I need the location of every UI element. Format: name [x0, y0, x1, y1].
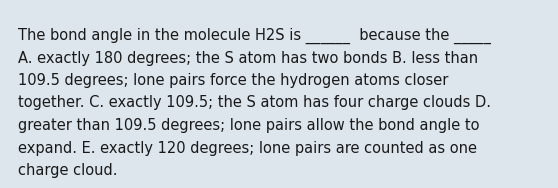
Text: charge cloud.: charge cloud.	[18, 163, 118, 178]
Text: 109.5 degrees; lone pairs force the hydrogen atoms closer: 109.5 degrees; lone pairs force the hydr…	[18, 73, 449, 88]
Text: The bond angle in the molecule H2S is ______  because the _____: The bond angle in the molecule H2S is __…	[18, 28, 491, 44]
Text: expand. E. exactly 120 degrees; lone pairs are counted as one: expand. E. exactly 120 degrees; lone pai…	[18, 140, 477, 155]
Text: A. exactly 180 degrees; the S atom has two bonds B. less than: A. exactly 180 degrees; the S atom has t…	[18, 51, 478, 65]
Text: together. C. exactly 109.5; the S atom has four charge clouds D.: together. C. exactly 109.5; the S atom h…	[18, 96, 491, 111]
Text: greater than 109.5 degrees; lone pairs allow the bond angle to: greater than 109.5 degrees; lone pairs a…	[18, 118, 479, 133]
